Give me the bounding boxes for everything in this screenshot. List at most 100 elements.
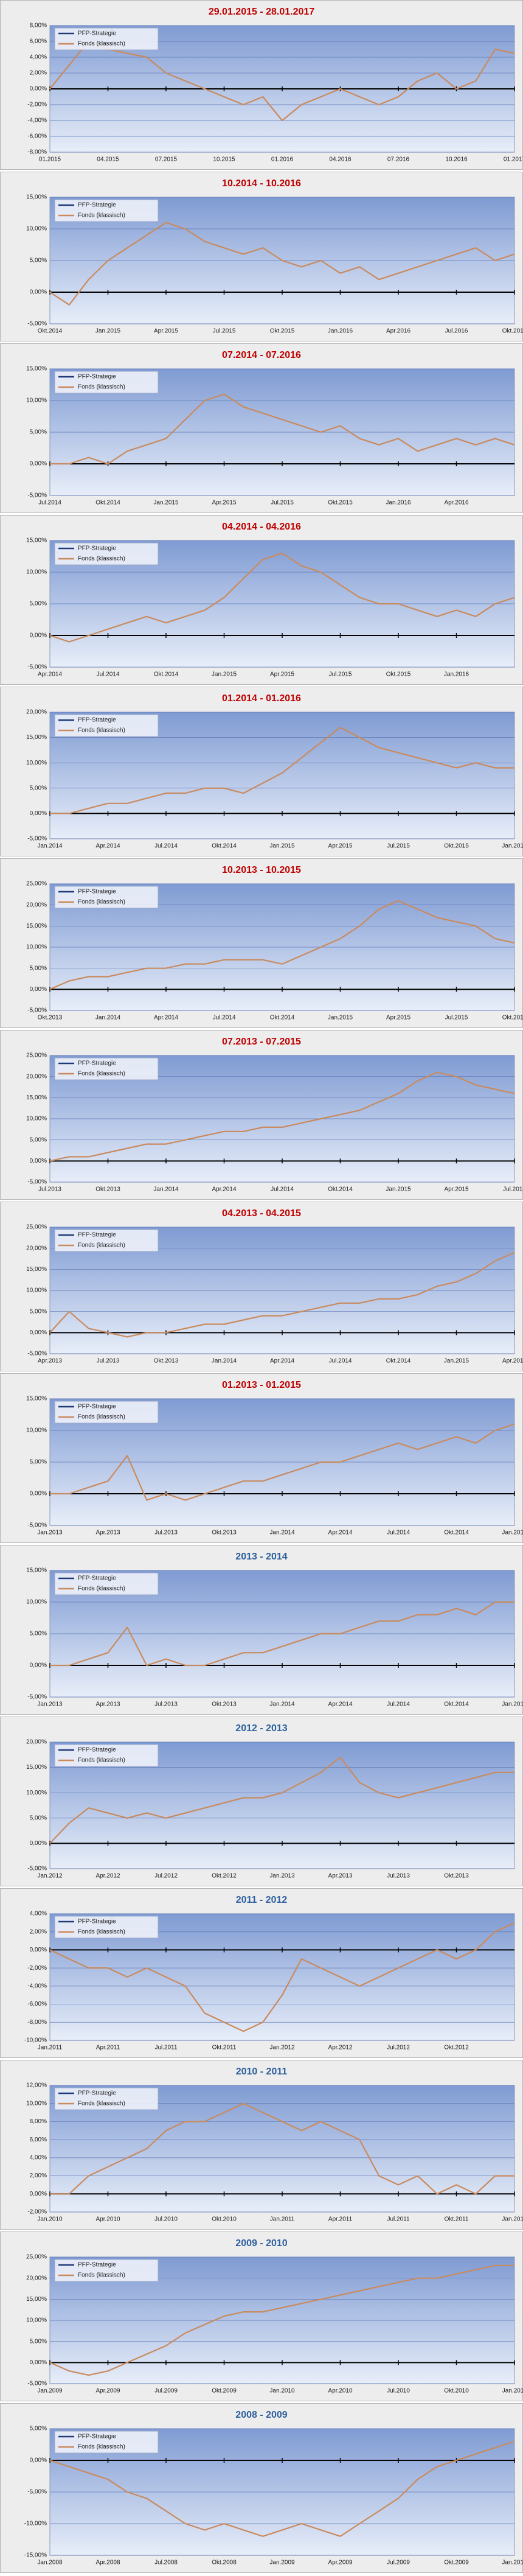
x-tick-label: Jul.2011 [154,2045,178,2051]
legend-label: Fonds (klassisch) [78,2272,125,2279]
x-tick-label: Okt.2012 [212,1873,237,1880]
x-tick-label: Apr.2015 [270,671,294,678]
y-tick-label: -5,00% [27,1007,47,1014]
x-tick-label: Okt.2012 [444,2045,469,2051]
y-tick-label: 5,00% [30,1815,47,1821]
y-tick-label: 0,00% [30,810,47,817]
series-line [50,1601,514,1667]
x-tick-label: Jan.2015 [502,1701,523,1708]
y-tick-label: 15,00% [26,1764,47,1771]
y-tick-label: -5,00% [27,1866,47,1872]
x-tick-label: Jul.2014 [97,671,120,678]
y-tick-label: 15,00% [26,1567,47,1574]
y-tick-label: 20,00% [26,901,47,908]
y-tick-label: 0,00% [30,1158,47,1164]
legend-box [54,714,159,737]
x-tick-label: Apr.2014 [328,1530,352,1536]
legend-label: PFP-Strategie [78,2262,116,2269]
y-tick-label: 25,00% [26,1224,47,1231]
x-tick-label: Jan.2015 [502,1530,523,1536]
series-line [50,393,515,465]
x-tick-label: Okt.2011 [445,2216,469,2223]
y-tick-label: 5,00% [30,1136,47,1143]
x-tick-label: Jul.2015 [503,1186,523,1193]
legend-label: Fonds (klassisch) [78,556,125,562]
x-tick-label: Jan.2014 [95,1015,121,1021]
legend-label: PFP-Strategie [78,545,116,552]
y-tick-label: -10,00% [24,2037,47,2044]
y-tick-label: 4,00% [30,1911,47,1917]
x-tick-label: Okt.2014 [270,1015,295,1021]
x-tick-label: Jul.2012 [154,1873,178,1880]
x-tick-label: Jul.2014 [387,1701,410,1708]
x-tick-label: Okt.2015 [502,1015,523,1021]
y-tick-label: 10,00% [26,1790,47,1796]
x-tick-label: Okt.2014 [154,671,179,678]
legend-label: Fonds (klassisch) [78,384,125,391]
y-tick-label: -6,00% [27,133,47,140]
legend-label: PFP-Strategie [78,1232,116,1239]
x-tick-label: Jan.2014 [153,1186,179,1193]
y-tick-label: 0,00% [30,1947,47,1953]
x-tick-label: 07.2015 [155,156,178,163]
y-tick-label: 15,00% [26,194,47,201]
y-tick-label: 5,00% [30,1631,47,1637]
legend-label: Fonds (klassisch) [78,2444,125,2451]
legend-box [54,1401,159,1424]
x-tick-label: Apr.2013 [38,1358,62,1365]
x-tick-label: Apr.2016 [444,500,468,506]
y-tick-label: 10,00% [26,944,47,951]
x-tick-label: Okt.2010 [444,2388,469,2395]
x-tick-label: Jan.2016 [444,671,469,678]
y-tick-label: 0,00% [30,2359,47,2366]
x-tick-label: Okt.2013 [212,1530,237,1536]
x-tick-label: Apr.2012 [95,1873,120,1880]
x-tick-label: Apr.2009 [95,2388,120,2395]
x-tick-label: 04.2015 [97,156,119,163]
x-tick-label: Jan.2011 [270,2216,295,2223]
x-tick-label: Apr.2010 [328,2388,352,2395]
y-tick-label: -5,00% [27,1522,47,1529]
x-tick-label: Apr.2014 [95,843,120,850]
chart-title: 2008 - 2009 [235,2410,288,2420]
x-tick-label: Jan.2008 [37,2560,63,2566]
x-tick-label: Apr.2014 [38,671,62,678]
x-tick-label: 04.2016 [329,156,352,163]
x-tick-label: Jan.2013 [269,1873,295,1880]
chart-title: 01.2013 - 01.2015 [222,1380,301,1390]
x-tick-label: Jan.2011 [38,2045,63,2051]
x-tick-label: Jul.2013 [97,1358,120,1365]
x-tick-label: Okt.2016 [502,328,523,335]
x-tick-label: Jan.2012 [502,2216,523,2223]
chart-title: 10.2013 - 10.2015 [222,865,301,875]
x-tick-label: Okt.2014 [328,1186,353,1193]
y-tick-label: -15,00% [24,2552,47,2559]
x-tick-label: Okt.2014 [444,1701,469,1708]
legend-label: PFP-Strategie [78,717,116,724]
x-tick-label: Jul.2011 [387,2216,410,2223]
x-tick-label: Jan.2016 [328,328,353,335]
x-tick-label: Jan.2014 [269,1530,295,1536]
y-tick-label: 15,00% [26,923,47,929]
legend-label: PFP-Strategie [78,1060,116,1067]
x-tick-label: Jul.2009 [387,2560,410,2566]
y-tick-label: -5,00% [27,2381,47,2387]
x-tick-label: Okt.2013 [444,1873,469,1880]
y-tick-label: 10,00% [26,226,47,233]
x-tick-label: Apr.2014 [270,1358,294,1365]
x-tick-label: Okt.2015 [444,843,469,850]
y-tick-label: 10,00% [26,2100,47,2107]
chart-title: 2011 - 2012 [236,1895,288,1905]
legend-box [54,1744,159,1767]
x-tick-label: Apr.2013 [95,1701,120,1708]
x-tick-label: Jan.2016 [386,500,411,506]
y-tick-label: -2,00% [27,1965,47,1972]
y-tick-label: 20,00% [26,1245,47,1251]
x-tick-label: Jan.2014 [37,843,63,850]
x-tick-label: Okt.2010 [212,2216,237,2223]
series-line [49,1071,515,1162]
y-tick-label: 4,00% [30,54,47,61]
x-tick-label: Apr.2014 [212,1186,236,1193]
x-tick-label: Jul.2014 [329,1358,352,1365]
legend-label: Fonds (klassisch) [78,1071,125,1077]
